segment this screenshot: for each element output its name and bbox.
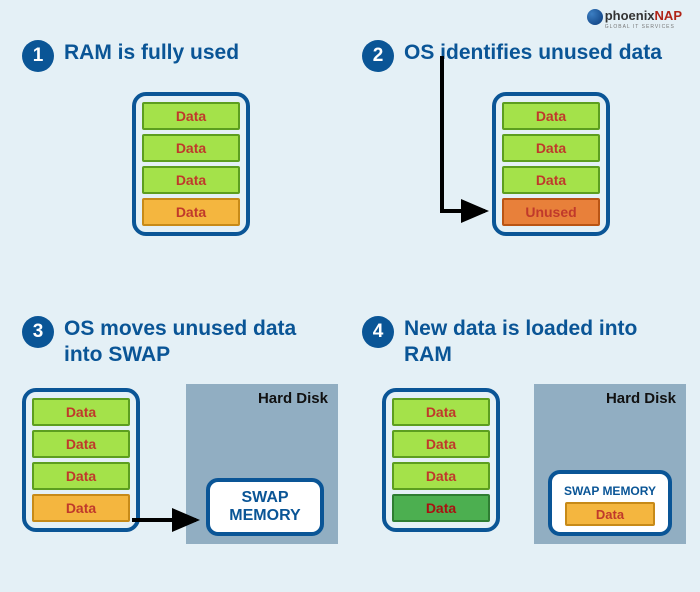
disk-label-3: Hard Disk [258,390,328,407]
ram-slot: Data [142,198,240,226]
step-4: 4 New data is loaded into RAM Data Data … [350,306,690,583]
logo-text-1: phoenix [605,8,655,23]
step-3-title: OS moves unused data into SWAP [64,316,338,369]
step-4-content: Data Data Data Data Hard Disk SWAP MEMOR… [362,382,678,572]
step-1-content: Data Data Data Data [22,86,338,276]
swap-label-4: SWAP MEMORY [564,484,656,498]
ram-box-1: Data Data Data Data [132,92,250,236]
ram-slot: Data [32,398,130,426]
step-3-header: 3 OS moves unused data into SWAP [22,316,338,369]
swap-box-3: SWAP MEMORY [206,478,324,536]
arrow-move-icon [132,510,222,530]
ram-slot: Data [32,494,130,522]
ram-slot: Data [392,398,490,426]
ram-slot: Data [142,102,240,130]
step-1-title: RAM is fully used [64,40,239,66]
ram-slot: Data [32,430,130,458]
swap-slot: Data [565,502,655,526]
diagram-grid: 1 RAM is fully used Data Data Data Data … [0,0,700,592]
step-4-badge: 4 [362,316,394,348]
step-1: 1 RAM is fully used Data Data Data Data [10,30,350,306]
step-2-content: Data Data Data Unused [362,86,678,276]
ram-slot: Data [142,134,240,162]
ram-slot: Data [142,166,240,194]
ram-slot: Data [392,430,490,458]
disk-box-4: Hard Disk SWAP MEMORY Data [534,384,686,544]
logo-text-2: NAP [655,8,682,23]
disk-label-4: Hard Disk [606,390,676,407]
step-3-badge: 3 [22,316,54,348]
step-1-badge: 1 [22,40,54,72]
step-3: 3 OS moves unused data into SWAP Data Da… [10,306,350,583]
step-3-content: Data Data Data Data Hard Disk SWAP MEMOR… [22,382,338,572]
step-2-badge: 2 [362,40,394,72]
ram-slot: Data [392,462,490,490]
ram-slot: Data [392,494,490,522]
ram-box-4: Data Data Data Data [382,388,500,532]
ram-box-3: Data Data Data Data [22,388,140,532]
step-4-title: New data is loaded into RAM [404,316,678,369]
step-1-header: 1 RAM is fully used [22,40,338,72]
step-4-header: 4 New data is loaded into RAM [362,316,678,369]
arrow-identify-icon [422,46,522,246]
step-2: 2 OS identifies unused data Data Data Da… [350,30,690,306]
logo-subtitle: GLOBAL IT SERVICES [605,24,682,30]
swap-label-3: SWAP MEMORY [210,489,320,524]
swap-box-4: SWAP MEMORY Data [548,470,672,536]
globe-icon [587,9,603,25]
logo: phoenixNAP GLOBAL IT SERVICES [587,8,682,30]
ram-slot: Data [32,462,130,490]
